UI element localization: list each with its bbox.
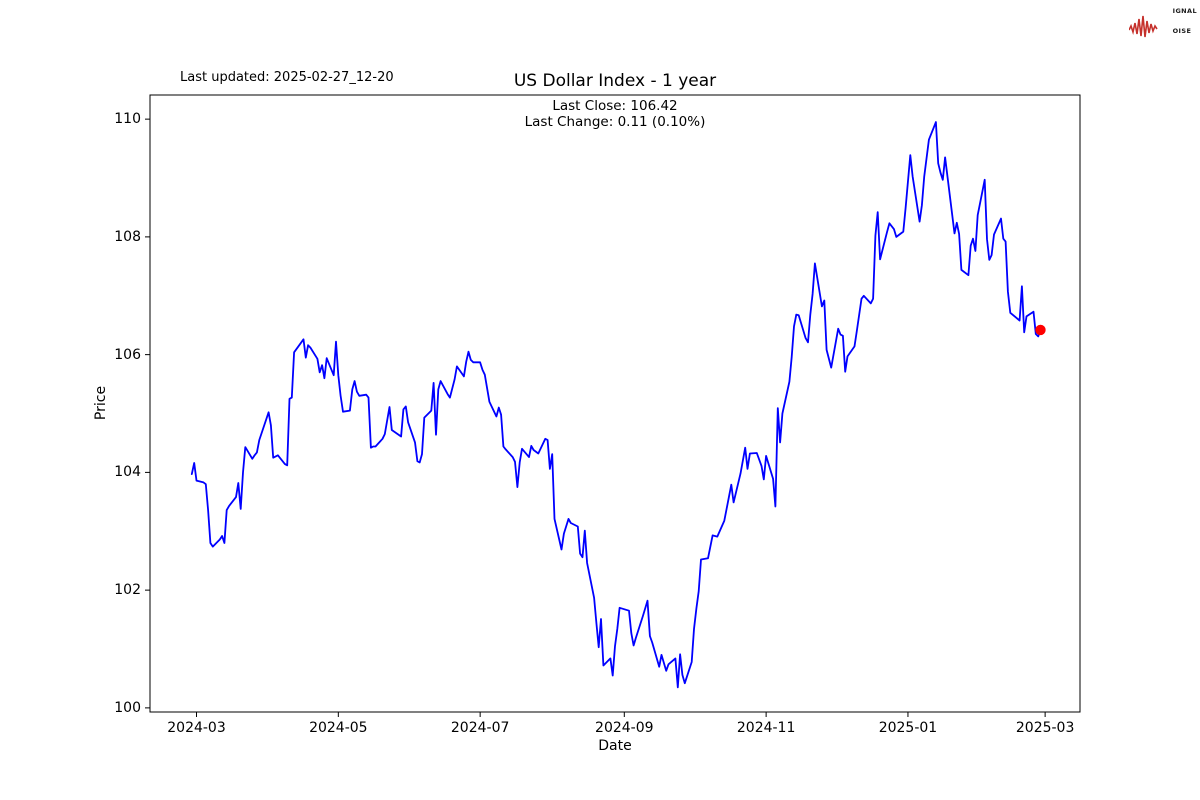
logo-word-signal: S IGNAL bbox=[1165, 7, 1197, 15]
x-tick-label: 2024-03 bbox=[167, 720, 226, 736]
x-axis-label: Date bbox=[598, 738, 632, 754]
y-tick-label: 110 bbox=[114, 111, 141, 128]
logo-word-noise: N OISE bbox=[1164, 27, 1192, 35]
price-line bbox=[190, 121, 1042, 689]
chart-title: US Dollar Index - 1 year bbox=[513, 71, 717, 91]
x-tick-label: 2024-05 bbox=[309, 720, 368, 736]
last-updated-text: Last updated: 2025-02-27_12-20 bbox=[180, 70, 394, 85]
x-tick-label: 2025-01 bbox=[878, 720, 938, 736]
axes-frame bbox=[149, 94, 1081, 713]
logo-text: S IGNAL 2 N OISE bbox=[1164, 7, 1197, 36]
logo-letterbox-n: N bbox=[1164, 27, 1171, 35]
x-tick-label: 2024-07 bbox=[450, 720, 510, 736]
waveform-icon bbox=[1128, 15, 1158, 38]
last-price-marker bbox=[1035, 324, 1046, 336]
x-tick-label: 2024-09 bbox=[595, 720, 654, 736]
y-tick-label: 108 bbox=[114, 228, 141, 245]
y-tick-label: 106 bbox=[114, 346, 141, 363]
last-close-annotation: Last Close: 106.42 Last Change: 0.11 (0.… bbox=[150, 98, 1080, 130]
y-tick-label: 102 bbox=[114, 582, 141, 599]
y-tick-label: 100 bbox=[114, 699, 141, 716]
x-tick-label: 2025-03 bbox=[1015, 720, 1075, 736]
x-tick-label: 2024-11 bbox=[736, 720, 796, 736]
last-change-text: Last Change: 0.11 (0.10%) bbox=[524, 113, 706, 130]
logo-word-2: 2 bbox=[1164, 17, 1197, 26]
logo-letterbox-2: 2 bbox=[1165, 17, 1171, 25]
last-close-text: Last Close: 106.42 bbox=[552, 98, 678, 114]
signal2noise-logo: S IGNAL 2 N OISE bbox=[1128, 3, 1197, 39]
logo-letterbox-s: S bbox=[1165, 7, 1171, 15]
y-tick-label: 104 bbox=[114, 464, 141, 481]
